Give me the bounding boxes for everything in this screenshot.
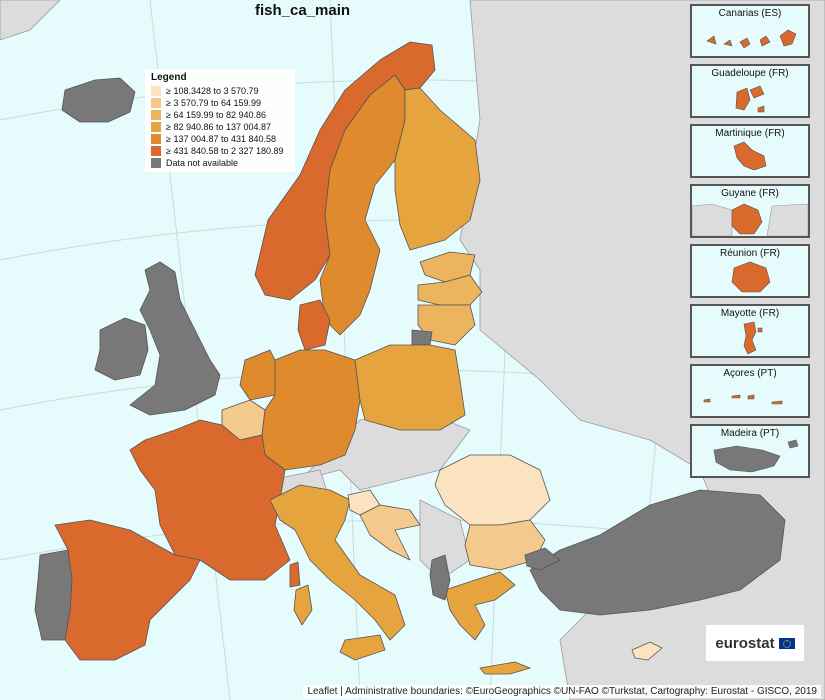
region-germany[interactable] [261,349,361,471]
inset-madeira[interactable]: Madeira (PT) [690,424,810,478]
inset-guadeloupe[interactable]: Guadeloupe (FR) [690,64,810,118]
inset-acores[interactable]: Açores (PT) [690,364,810,418]
legend-swatch [151,122,161,132]
inset-martinique[interactable]: Martinique (FR) [690,124,810,178]
legend-item: ≥ 431 840.58 to 2 327 180.89 [151,145,289,157]
legend-title: Legend [151,72,187,83]
region-netherlands[interactable] [239,349,281,401]
region-united-kingdom[interactable] [129,261,221,416]
inset-label: Guadeloupe (FR) [711,68,789,79]
legend-item: ≥ 64 159.99 to 82 940.86 [151,109,289,121]
inset-map [733,141,767,171]
inset-label: Madeira (PT) [720,428,780,439]
region-turkey-thrace[interactable] [524,547,561,571]
inset-map [735,85,765,113]
legend-swatch [151,86,161,96]
legend: Legend ≥ 108.3428 to 3 570.79 ≥ 3 570.79… [145,69,295,172]
legend-item: ≥ 3 570.79 to 64 159.99 [151,97,289,109]
attribution: Leaflet | Administrative boundaries: ©Eu… [303,685,821,698]
inset-mayotte[interactable]: Mayotte (FR) [690,304,810,358]
legend-item: ≥ 108.3428 to 3 570.79 [151,85,289,97]
region-ireland[interactable] [94,317,149,381]
inset-map [703,394,783,405]
legend-label: ≥ 108.3428 to 3 570.79 [166,86,259,96]
inset-canarias[interactable]: Canarias (ES) [690,4,810,58]
region-france[interactable] [129,419,291,581]
legend-item: ≥ 137 004.87 to 431 840.58 [151,133,289,145]
region-italy[interactable] [269,484,406,641]
region-albania[interactable] [429,554,451,601]
region-lithuania[interactable] [417,304,476,346]
legend-label: ≥ 431 840.58 to 2 327 180.89 [166,146,284,156]
region-portugal[interactable] [34,549,73,641]
inset-guyane[interactable]: Guyane (FR) [690,184,810,238]
legend-label: ≥ 137 004.87 to 431 840.58 [166,134,277,144]
inset-map [692,203,808,236]
region-sardinia[interactable] [293,584,313,626]
region-greece-crete[interactable] [479,661,531,675]
inset-label: Canarias (ES) [718,8,782,19]
eurostat-logo[interactable]: eurostat [705,624,805,662]
legend-item: Data not available [151,157,289,169]
region-greece[interactable] [444,571,516,641]
region-poland[interactable] [354,344,466,431]
inset-label: Martinique (FR) [715,128,785,139]
inset-label: Mayotte (FR) [720,308,780,319]
region-iceland[interactable] [61,77,136,123]
region-latvia[interactable] [417,274,483,306]
region-corsica[interactable] [289,561,301,588]
legend-swatch [151,134,161,144]
region-croatia[interactable] [359,504,421,561]
inset-map [743,321,763,355]
legend-label: ≥ 82 940.86 to 137 004.87 [166,122,272,132]
region-sweden[interactable] [319,74,406,336]
legend-swatch [151,158,161,168]
legend-label: Data not available [166,158,239,168]
inset-label: Açores (PT) [723,368,777,379]
inset-label: Réunion (FR) [719,248,781,259]
region-finland[interactable] [394,87,481,251]
inset-label: Guyane (FR) [721,188,779,199]
legend-label: ≥ 3 570.79 to 64 159.99 [166,98,262,108]
inset-map [706,29,797,49]
region-denmark[interactable] [297,299,331,351]
legend-swatch [151,110,161,120]
legend-swatch [151,98,161,108]
eu-flag-icon [778,637,795,649]
legend-label: ≥ 64 159.99 to 82 940.86 [166,110,267,120]
inset-map [713,439,799,473]
inset-reunion[interactable]: Réunion (FR) [690,244,810,298]
region-turkey[interactable] [529,489,786,616]
inset-map [731,261,771,293]
region-romania[interactable] [434,454,551,526]
region-sicily[interactable] [339,634,386,661]
map-title: fish_ca_main [255,2,351,19]
logo-text: eurostat [715,634,775,652]
legend-item: ≥ 82 940.86 to 137 004.87 [151,121,289,133]
region-cyprus[interactable] [631,641,663,661]
legend-swatch [151,146,161,156]
country-layer[interactable] [34,41,786,675]
region-kaliningrad[interactable] [411,329,433,346]
